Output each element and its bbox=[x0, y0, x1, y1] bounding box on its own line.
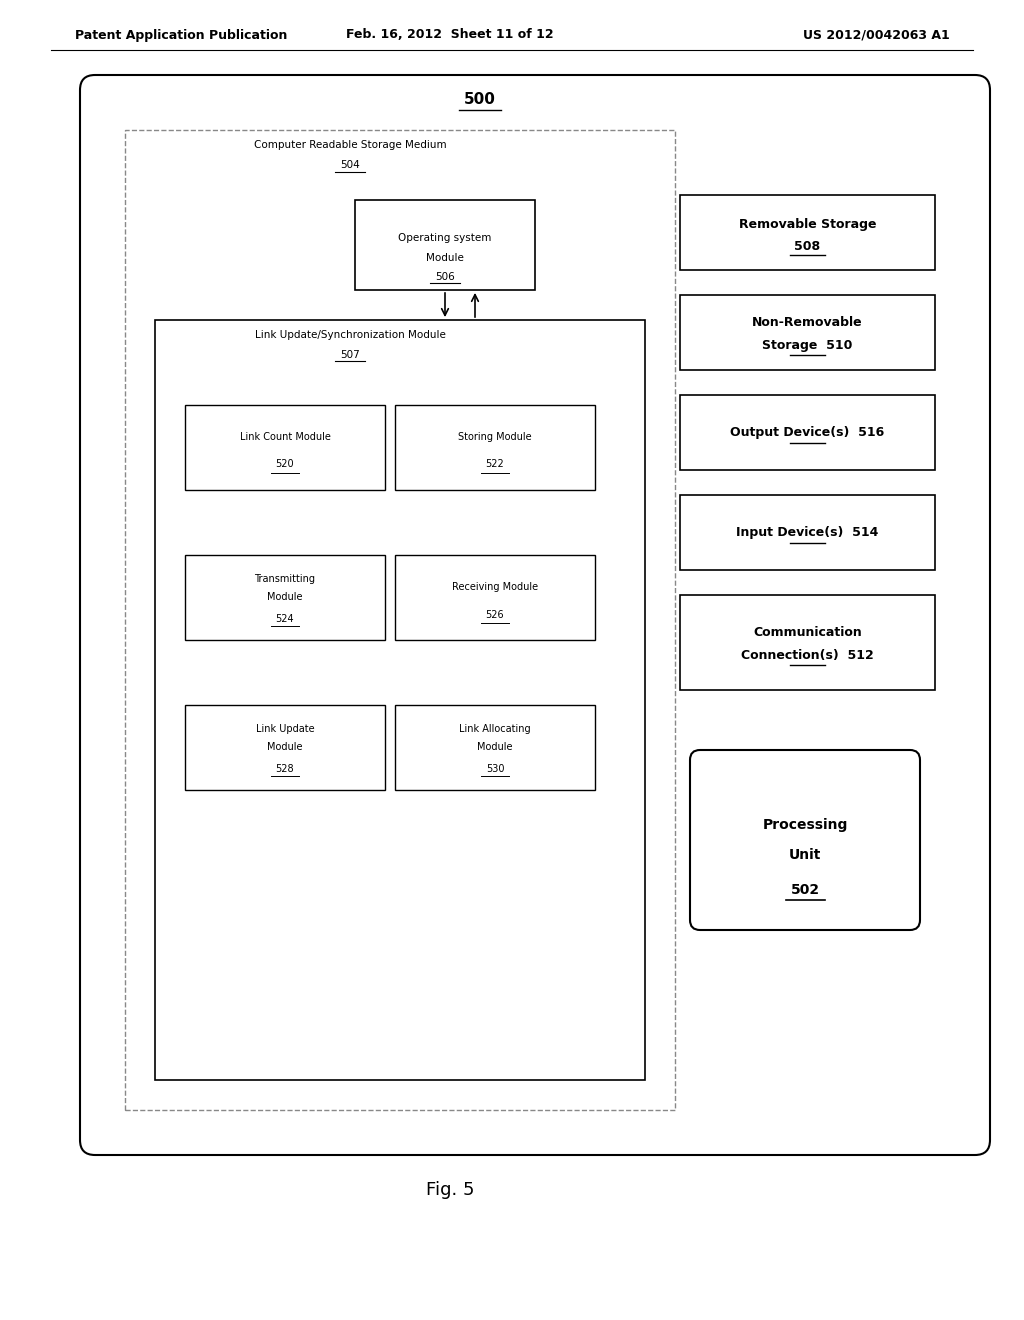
Text: 526: 526 bbox=[485, 610, 504, 619]
Text: Unit: Unit bbox=[788, 847, 821, 862]
Text: Removable Storage: Removable Storage bbox=[738, 218, 877, 231]
FancyBboxPatch shape bbox=[395, 705, 595, 789]
FancyBboxPatch shape bbox=[125, 129, 675, 1110]
Text: Input Device(s)  514: Input Device(s) 514 bbox=[736, 525, 879, 539]
FancyBboxPatch shape bbox=[680, 195, 935, 271]
Text: 522: 522 bbox=[485, 459, 505, 470]
Text: 528: 528 bbox=[275, 764, 294, 774]
FancyBboxPatch shape bbox=[185, 554, 385, 640]
Text: Link Update: Link Update bbox=[256, 723, 314, 734]
Text: Link Count Module: Link Count Module bbox=[240, 433, 331, 442]
FancyBboxPatch shape bbox=[80, 75, 990, 1155]
Text: Storing Module: Storing Module bbox=[458, 433, 531, 442]
Text: Transmitting: Transmitting bbox=[255, 574, 315, 583]
Text: Module: Module bbox=[477, 742, 513, 752]
Text: 524: 524 bbox=[275, 614, 294, 624]
FancyBboxPatch shape bbox=[680, 395, 935, 470]
Text: Link Allocating: Link Allocating bbox=[459, 723, 530, 734]
Text: Operating system: Operating system bbox=[398, 234, 492, 243]
FancyBboxPatch shape bbox=[680, 495, 935, 570]
Text: US 2012/0042063 A1: US 2012/0042063 A1 bbox=[803, 29, 950, 41]
FancyBboxPatch shape bbox=[185, 705, 385, 789]
Text: 500: 500 bbox=[464, 92, 496, 107]
Text: 504: 504 bbox=[340, 160, 359, 170]
FancyBboxPatch shape bbox=[355, 201, 535, 290]
Text: Storage  510: Storage 510 bbox=[762, 339, 853, 352]
Text: Receiving Module: Receiving Module bbox=[452, 582, 538, 593]
Text: Module: Module bbox=[426, 253, 464, 263]
Text: Processing: Processing bbox=[762, 818, 848, 832]
Text: 507: 507 bbox=[340, 350, 359, 360]
Text: 508: 508 bbox=[795, 240, 820, 253]
Text: 506: 506 bbox=[435, 272, 455, 282]
Text: Output Device(s)  516: Output Device(s) 516 bbox=[730, 426, 885, 440]
Text: Fig. 5: Fig. 5 bbox=[426, 1181, 474, 1199]
Text: Computer Readable Storage Medium: Computer Readable Storage Medium bbox=[254, 140, 446, 150]
Text: Feb. 16, 2012  Sheet 11 of 12: Feb. 16, 2012 Sheet 11 of 12 bbox=[346, 29, 554, 41]
Text: Module: Module bbox=[267, 742, 303, 752]
Text: 502: 502 bbox=[791, 883, 819, 898]
FancyBboxPatch shape bbox=[185, 405, 385, 490]
Text: Non-Removable: Non-Removable bbox=[753, 315, 863, 329]
FancyBboxPatch shape bbox=[680, 595, 935, 690]
FancyBboxPatch shape bbox=[155, 319, 645, 1080]
Text: 530: 530 bbox=[485, 764, 504, 774]
Text: 520: 520 bbox=[275, 459, 294, 470]
Text: Patent Application Publication: Patent Application Publication bbox=[75, 29, 288, 41]
Text: Communication: Communication bbox=[753, 626, 862, 639]
FancyBboxPatch shape bbox=[680, 294, 935, 370]
FancyBboxPatch shape bbox=[395, 554, 595, 640]
FancyBboxPatch shape bbox=[395, 405, 595, 490]
FancyBboxPatch shape bbox=[690, 750, 920, 931]
Text: Connection(s)  512: Connection(s) 512 bbox=[741, 649, 873, 663]
Text: Module: Module bbox=[267, 593, 303, 602]
Text: Link Update/Synchronization Module: Link Update/Synchronization Module bbox=[255, 330, 445, 341]
